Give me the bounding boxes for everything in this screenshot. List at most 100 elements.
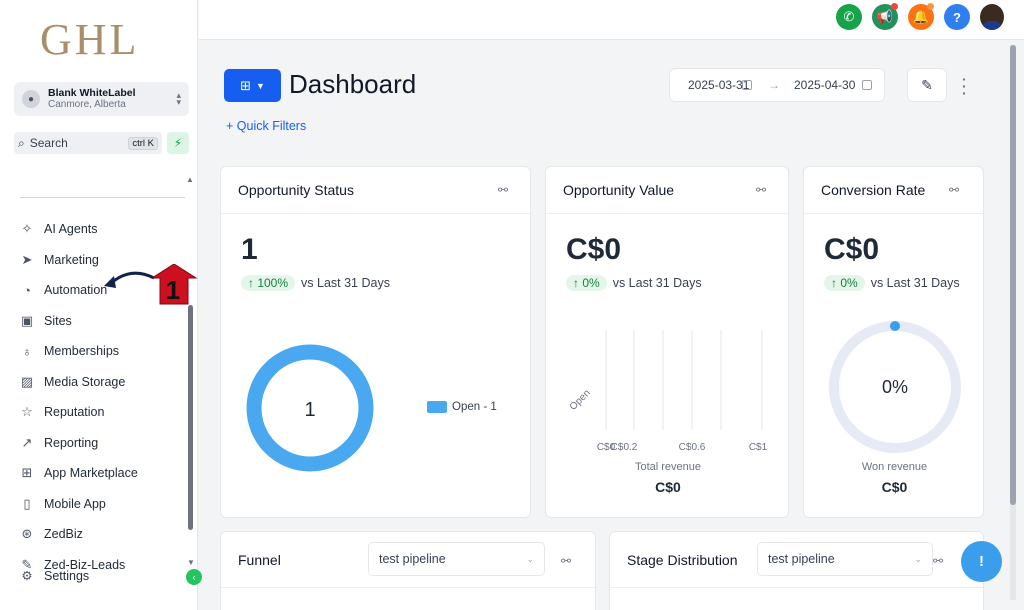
filter-settings-icon[interactable]: ⚯: [560, 554, 571, 568]
tick-label: C$0: [597, 442, 616, 452]
sidebar-item-sites[interactable]: ▣ Sites: [18, 306, 138, 337]
card-title: Conversion Rate: [821, 182, 926, 198]
annotation-number: 1: [166, 275, 180, 305]
scroll-up-icon[interactable]: ▲: [186, 175, 194, 184]
chart-x-label: Total revenue: [634, 461, 702, 473]
chevron-down-icon: ⌄: [914, 553, 922, 564]
date-start[interactable]: 2025-03-31: [688, 78, 750, 92]
sidebar-item-app-marketplace[interactable]: ⊞ App Marketplace: [18, 458, 138, 489]
dashboard-switcher-button[interactable]: ⊞ ▼: [224, 69, 281, 102]
sidebar-item-label: ZedBiz: [44, 527, 83, 542]
donut-legend[interactable]: Open - 1: [427, 401, 497, 413]
card-title: Funnel: [238, 551, 281, 568]
send-icon: ➤: [21, 251, 33, 267]
star-icon: ☆: [21, 404, 33, 420]
funnel-pipeline-value: test pipeline: [379, 552, 446, 566]
date-range-picker[interactable]: 2025-03-31 → 2025-04-30: [669, 68, 885, 102]
sidebar-item-label: AI Agents: [44, 222, 98, 237]
sidebar-item-memberships[interactable]: ♁ Memberships: [18, 336, 138, 367]
user-avatar[interactable]: [980, 4, 1004, 30]
award-icon: ♁: [22, 343, 32, 359]
sidebar-item-reputation[interactable]: ☆ Reputation: [18, 397, 138, 428]
bell-icon[interactable]: 🔔: [908, 3, 934, 30]
stage-pipeline-select[interactable]: test pipeline ⌄: [757, 542, 933, 576]
donut-slice-open[interactable]: [246, 344, 374, 472]
annotation-arrow: 1: [102, 263, 202, 314]
chat-icon: !: [979, 553, 984, 570]
sidebar-item-ai-agents[interactable]: ✧ AI Agents: [18, 214, 138, 245]
revenue-bar-chart[interactable]: Open C$0C$0.2 C$0.6 C$1: [566, 322, 776, 452]
won-revenue-value: C$0: [881, 479, 908, 495]
funnel-pipeline-select[interactable]: test pipeline ⌄: [368, 542, 545, 576]
top-bar: ✆ 📢 🔔 ?: [199, 0, 1024, 40]
card-title: Opportunity Value: [563, 182, 675, 198]
location-name: Blank WhiteLabel: [48, 87, 136, 100]
filter-settings-icon[interactable]: ⚯: [932, 554, 943, 568]
megaphone-icon[interactable]: 📢: [872, 3, 898, 30]
zedbiz-icon: ⊛: [21, 526, 33, 542]
help-icon[interactable]: ?: [944, 4, 970, 30]
date-end[interactable]: 2025-04-30: [794, 78, 856, 92]
sidebar-item-label: Zed-Biz-Leads: [44, 557, 126, 572]
search-input[interactable]: ⌕ Search ctrl K: [14, 132, 162, 154]
sidebar-item-mobile-app[interactable]: ▯ Mobile App: [18, 489, 138, 520]
quick-action-bolt-icon[interactable]: ⚡: [167, 132, 189, 154]
search-shortcut: ctrl K: [128, 136, 158, 150]
sidebar-item-media-storage[interactable]: ▨ Media Storage: [18, 367, 138, 398]
chevron-down-icon: ⌄: [526, 553, 534, 564]
filter-settings-icon[interactable]: ⚯: [948, 183, 959, 197]
sidebar-item-label: Mobile App: [44, 496, 106, 511]
filter-settings-icon[interactable]: ⚯: [755, 183, 766, 197]
more-options-icon[interactable]: · · ·: [962, 71, 967, 101]
stage-distribution-card: Stage Distribution ⚯ test pipeline ⌄: [609, 531, 984, 610]
trend-icon: ↗: [21, 434, 33, 450]
chat-support-button[interactable]: !: [961, 541, 1002, 582]
sidebar-nav: ✧ AI Agents ➤ Marketing ◔ Automation ▣ Sites ♁ Me…: [18, 214, 138, 580]
trend-badge: ↑ 100%: [241, 275, 296, 291]
gauge-indicator: [890, 321, 900, 331]
scroll-down-icon[interactable]: ▼: [187, 558, 195, 567]
trend-comparison: vs Last 31 Days: [870, 276, 960, 290]
collapse-sidebar-button[interactable]: ‹: [186, 569, 202, 585]
wrench-icon: ✎: [21, 556, 33, 572]
search-label: Search: [29, 136, 68, 150]
tick-label: C$0.6: [679, 442, 706, 452]
opportunity-donut[interactable]: 1: [241, 339, 379, 477]
logo[interactable]: GHL: [40, 15, 140, 64]
won-revenue-label: Won revenue: [861, 461, 928, 473]
trend-badge: ↑ 0%: [824, 275, 865, 291]
sidebar-divider: [20, 197, 185, 198]
sidebar-item-settings[interactable]: ⚙ Settings: [18, 568, 89, 584]
total-revenue-value: C$0: [655, 479, 681, 495]
conversion-gauge[interactable]: 0%: [827, 319, 963, 455]
opportunity-value-card: Opportunity Value ⚯ C$0 ↑ 0% vs Last 31 …: [545, 166, 789, 518]
gauge-center-label: 0%: [882, 377, 908, 397]
tick-label: C$1: [749, 442, 768, 452]
arrow-right-icon: →: [768, 78, 780, 92]
card-title: Opportunity Status: [238, 182, 354, 198]
main-scrollbar[interactable]: [1010, 45, 1016, 600]
chevron-down-icon: ▼: [255, 80, 265, 91]
opportunity-status-card: Opportunity Status ⚯ 1 ↑ 100% vs Last 31…: [220, 166, 531, 518]
filter-settings-icon[interactable]: ⚯: [497, 183, 508, 197]
edit-dashboard-button[interactable]: ✎: [907, 68, 947, 102]
page-title: Dashboard: [289, 69, 417, 99]
gear-icon: ⚙: [21, 569, 33, 583]
sidebar-item-reporting[interactable]: ↗ Reporting: [18, 428, 138, 459]
location-city: Canmore, Alberta: [48, 99, 126, 111]
sidebar-item-zed-biz-leads[interactable]: ✎ Zed-Biz-Leads: [18, 550, 138, 581]
sidebar-item-label: Sites: [44, 313, 72, 328]
sidebar-item-marketing[interactable]: ➤ Marketing: [18, 245, 138, 276]
quick-filters-link[interactable]: + Quick Filters: [226, 119, 307, 133]
phone-icon[interactable]: ✆: [836, 4, 862, 30]
sidebar-scrollbar[interactable]: [188, 305, 193, 530]
legend-label: Open - 1: [452, 401, 497, 413]
donut-center-label: 1: [304, 399, 315, 421]
opportunity-value: C$0: [566, 233, 622, 266]
location-avatar-icon: ●: [22, 90, 40, 108]
sidebar-item-automation[interactable]: ◔ Automation: [18, 275, 138, 306]
sidebar-item-label: Marketing: [44, 252, 99, 267]
sidebar-item-zedbiz[interactable]: ⊛ ZedBiz: [18, 519, 138, 550]
location-switcher[interactable]: ● Blank WhiteLabel Canmore, Alberta ▴ ▾: [14, 82, 189, 116]
stage-pipeline-value: test pipeline: [768, 552, 835, 566]
